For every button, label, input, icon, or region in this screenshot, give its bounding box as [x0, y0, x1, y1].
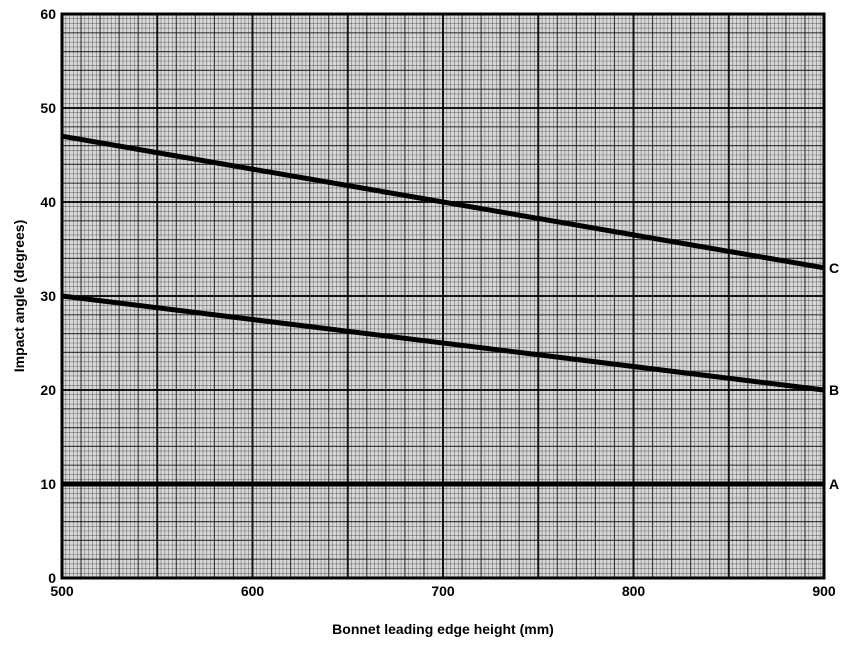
y-tick-label: 40 — [40, 194, 56, 210]
x-tick-label: 800 — [622, 583, 646, 599]
series-line-c — [61, 133, 825, 271]
y-ticks: 0 10 20 30 40 50 60 — [40, 6, 56, 586]
y-tick-label: 30 — [40, 288, 56, 304]
y-tick-label: 60 — [40, 6, 56, 22]
y-axis-title: Impact angle (degrees) — [11, 220, 27, 373]
x-ticks: 500 600 700 800 900 — [50, 583, 836, 599]
series-line-b — [61, 293, 825, 393]
x-axis-title: Bonnet leading edge height (mm) — [332, 621, 554, 637]
y-tick-label: 0 — [48, 570, 56, 586]
series-label-c: C — [829, 260, 839, 276]
x-tick-label: 700 — [431, 583, 455, 599]
series-label-b: B — [829, 382, 839, 398]
series-label-a: A — [829, 476, 839, 492]
y-tick-label: 20 — [40, 382, 56, 398]
x-tick-label: 500 — [50, 583, 74, 599]
series-lines — [61, 133, 825, 487]
x-tick-label: 900 — [812, 583, 836, 599]
series-labels: A B C — [829, 260, 839, 492]
y-tick-label: 50 — [40, 100, 56, 116]
x-tick-label: 600 — [241, 583, 265, 599]
y-tick-label: 10 — [40, 476, 56, 492]
grid — [61, 13, 825, 579]
